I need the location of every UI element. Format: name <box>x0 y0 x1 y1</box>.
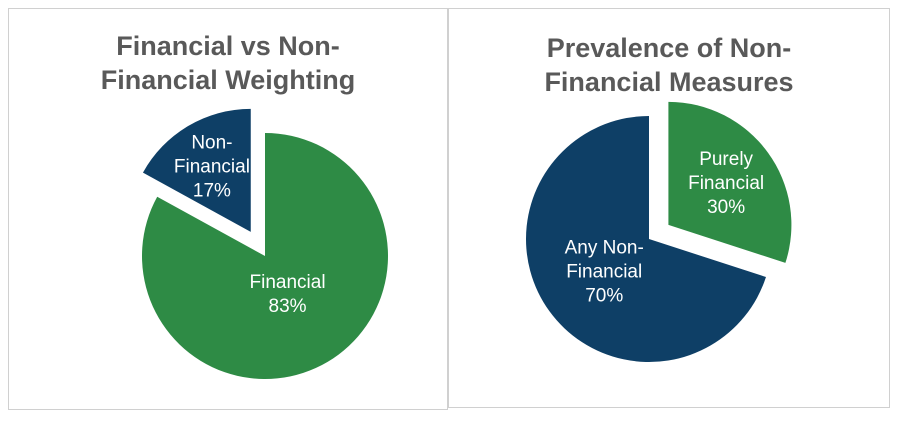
pie-slice-label-line: Non- <box>191 132 232 153</box>
chart-title-line-2: Financial Measures <box>544 67 794 97</box>
pie-slice-label: Any Non- Financial 70% <box>565 238 644 307</box>
pie-slice-purely-financial <box>668 101 792 263</box>
chart-title: Prevalence of Non- Financial Measures <box>449 31 889 99</box>
pie-slice-label-line: Purely <box>699 149 753 170</box>
pie-chart-non-financial-prevalence: Purely Financial 30% Any Non- Financial 70% <box>526 101 792 363</box>
chart-title-line-2: Financial Weighting <box>100 65 356 95</box>
chart-title-line-1: Financial vs Non- <box>116 31 340 61</box>
pie-slice-label: Non- Financial 17% <box>174 132 250 201</box>
pie-slice-label: Financial 83% <box>250 272 326 317</box>
pie-slice-financial <box>142 133 388 380</box>
pie-slice-label-line: Financial <box>688 173 764 194</box>
pie-slice-label-line: 70% <box>585 286 623 307</box>
pie-slice-label-line: Any Non- <box>565 238 644 259</box>
pie-slice-non-financial <box>142 108 251 232</box>
pie-slice-label-line: 30% <box>707 197 745 218</box>
pie-slice-any-non-financial <box>526 116 766 363</box>
chart-panel-non-financial-prevalence: Prevalence of Non- Financial Measures Pu… <box>448 8 890 408</box>
pie-chart-financial-weighting: Non- Financial 17% Financial 83% <box>142 108 388 380</box>
pie-slice-label-line: 17% <box>193 180 231 201</box>
chart-panel-financial-weighting: Financial vs Non- Financial Weighting No… <box>8 8 448 410</box>
pie-slice-label-line: Financial <box>566 262 642 283</box>
chart-title-line-1: Prevalence of Non- <box>546 33 792 63</box>
pie-slice-label: Purely Financial 30% <box>688 149 764 218</box>
pie-slice-label-line: Financial <box>250 272 326 293</box>
pie-slice-label-line: 83% <box>269 296 307 317</box>
chart-title: Financial vs Non- Financial Weighting <box>9 29 447 97</box>
pie-slice-label-line: Financial <box>174 156 250 177</box>
